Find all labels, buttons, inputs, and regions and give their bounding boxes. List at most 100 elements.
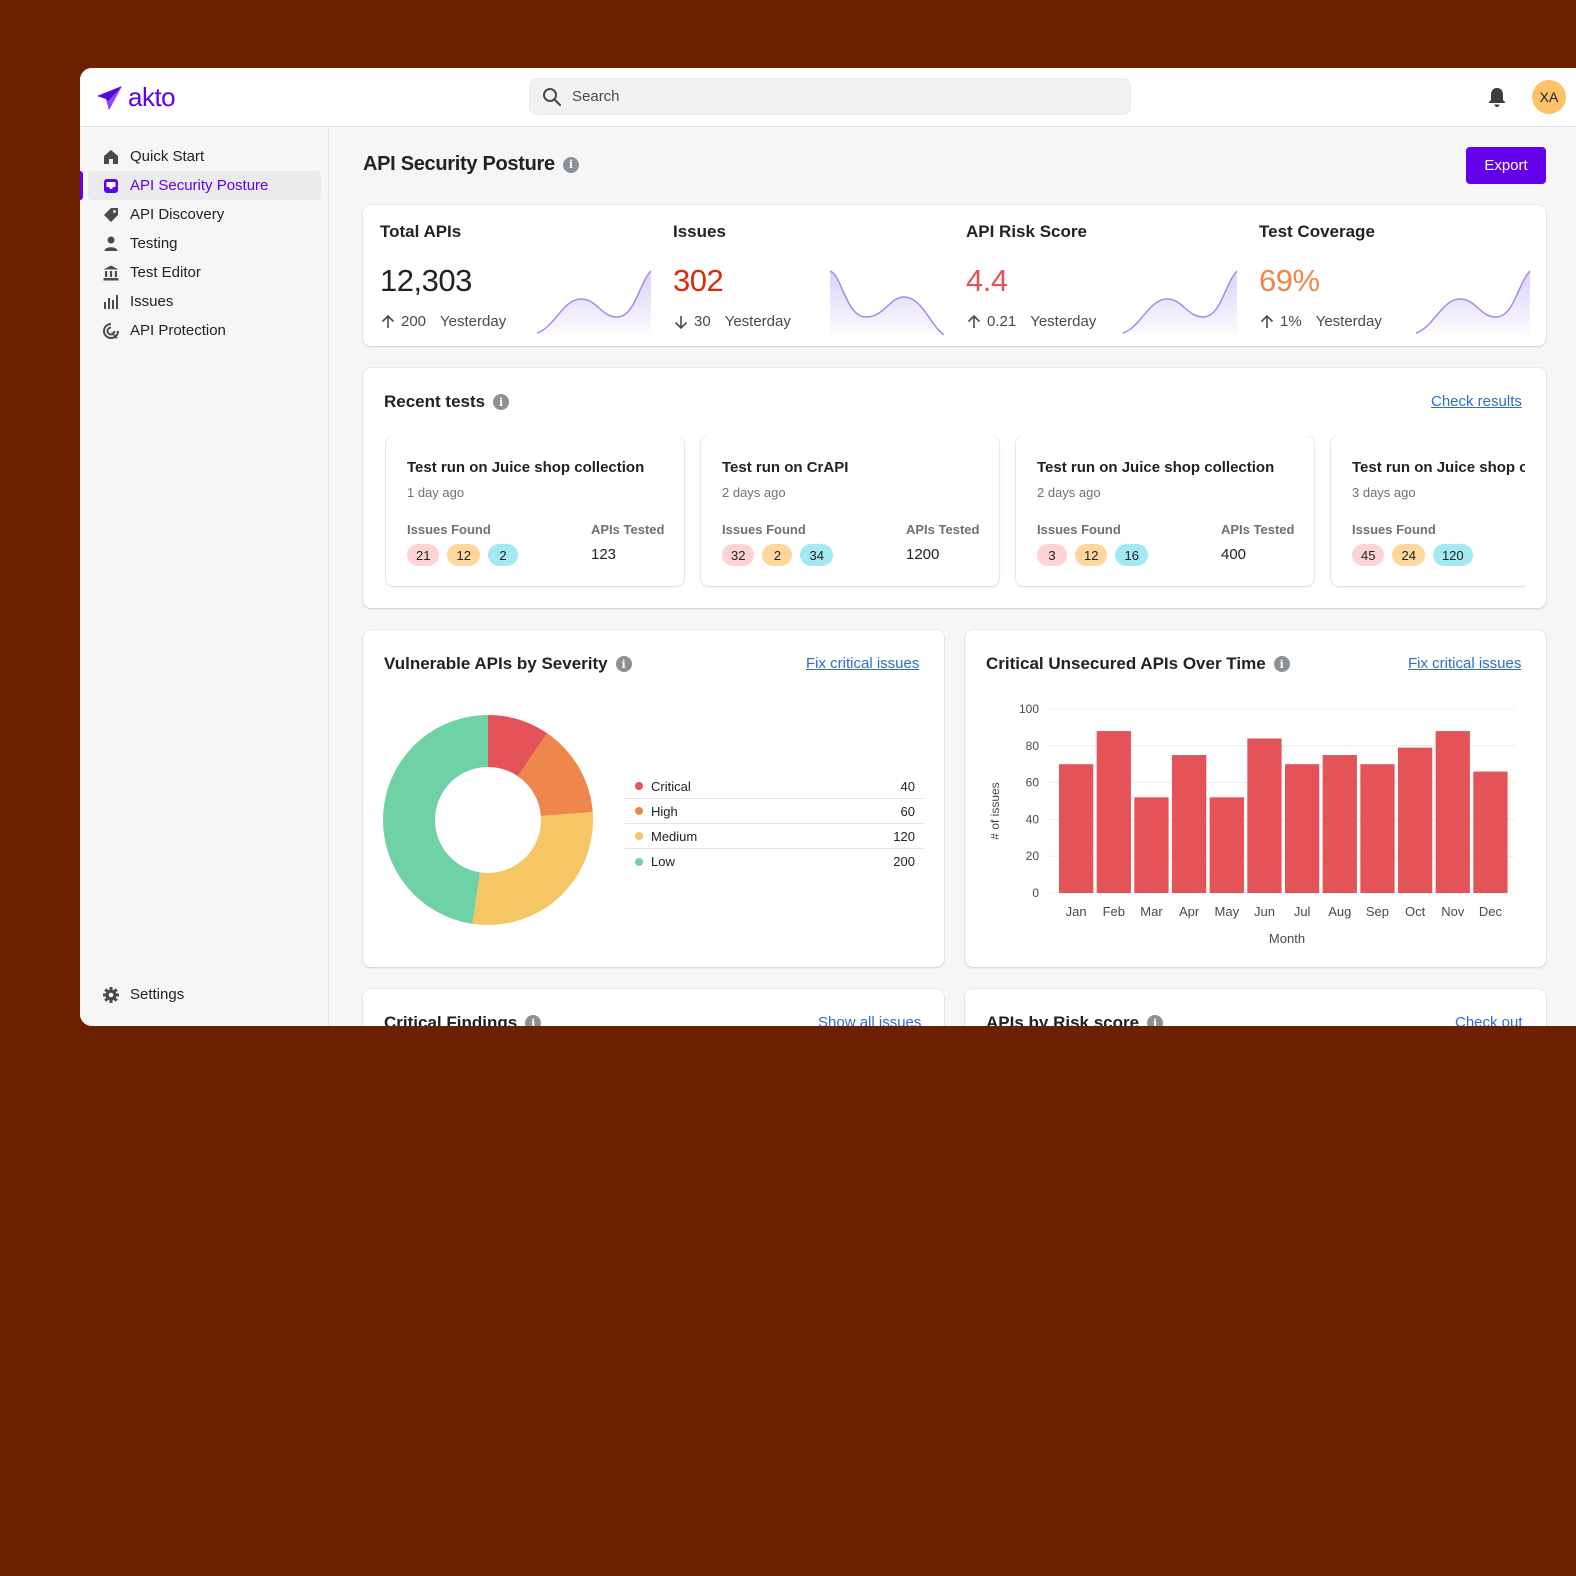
search-input[interactable] xyxy=(572,88,1112,105)
bar-dec[interactable] xyxy=(1473,771,1508,893)
avatar[interactable]: XA xyxy=(1532,80,1566,114)
recent-tests-title: Recent tests i xyxy=(384,392,510,412)
info-icon[interactable]: i xyxy=(525,1015,542,1026)
test-run-card[interactable]: Test run on Juice shop collection 1 day … xyxy=(386,436,684,586)
test-run-time: 3 days ago xyxy=(1352,485,1416,500)
x-tick-label: Jun xyxy=(1254,904,1275,919)
test-run-card[interactable]: Test run on CrAPI 2 days ago Issues Foun… xyxy=(701,436,999,586)
sidebar-item-label: Settings xyxy=(130,986,185,1003)
donut-slice-critical[interactable] xyxy=(488,715,548,777)
critical-badge: 21 xyxy=(407,544,440,566)
metric-title: Test Coverage xyxy=(1259,222,1375,241)
card-title-text: Vulnerable APIs by Severity xyxy=(384,654,608,673)
sidebar-item-settings[interactable]: Settings xyxy=(88,980,321,1009)
medium-badge: 120 xyxy=(1432,544,1473,566)
bar-nov[interactable] xyxy=(1435,731,1470,893)
legend-row-critical: Critical 40 xyxy=(625,774,923,799)
legend-row-low: Low 200 xyxy=(625,849,923,874)
critical-findings-card: Critical Findings i Show all issues xyxy=(363,989,944,1026)
legend-label: Low xyxy=(651,854,675,869)
x-tick-label: Sep xyxy=(1366,904,1389,919)
search-icon xyxy=(543,87,562,106)
medium-badge: 34 xyxy=(800,544,833,566)
fix-critical-issues-link[interactable]: Fix critical issues xyxy=(1408,655,1522,672)
fix-critical-issues-link[interactable]: Fix critical issues xyxy=(806,655,920,672)
sidebar-item-label: Quick Start xyxy=(130,148,205,165)
legend-row-medium: Medium 120 xyxy=(625,824,923,849)
x-tick-label: Nov xyxy=(1441,904,1465,919)
sidebar-item-label: API Protection xyxy=(130,322,226,339)
donut-slice-high[interactable] xyxy=(517,733,593,817)
bar-aug[interactable] xyxy=(1322,755,1357,893)
metric-delta-value: 200 xyxy=(401,313,427,330)
legend-value: 200 xyxy=(893,854,915,869)
metric-delta: 1% Yesterday xyxy=(1259,313,1382,330)
bar-jun[interactable] xyxy=(1247,738,1282,893)
logo-text: akto xyxy=(128,82,176,112)
trend-card: Critical Unsecured APIs Over Time i Fix … xyxy=(965,630,1546,967)
page-title-text: API Security Posture xyxy=(363,153,555,175)
bar-jul[interactable] xyxy=(1285,764,1320,893)
y-tick-label: 100 xyxy=(1019,702,1039,716)
x-tick-label: Mar xyxy=(1140,904,1163,919)
sidebar-item-testing[interactable]: Testing xyxy=(88,229,321,258)
y-axis-label: # of issues xyxy=(988,782,1002,839)
x-tick-label: Feb xyxy=(1103,904,1125,919)
info-icon[interactable]: i xyxy=(1147,1015,1164,1026)
notification-button[interactable] xyxy=(1486,86,1508,113)
info-icon[interactable]: i xyxy=(615,656,632,672)
donut-slice-medium[interactable] xyxy=(472,812,593,925)
severity-badges: 32 2 34 xyxy=(722,544,833,566)
donut-slice-low[interactable] xyxy=(383,715,488,924)
critical-badge: 45 xyxy=(1352,544,1385,566)
critical-badge: 3 xyxy=(1037,544,1067,566)
arrow-up-icon xyxy=(967,314,981,328)
info-icon[interactable]: i xyxy=(493,394,510,410)
info-icon[interactable]: i xyxy=(1273,656,1290,672)
bar-sep[interactable] xyxy=(1360,764,1395,893)
metric-title: Issues xyxy=(673,222,726,241)
x-tick-label: Apr xyxy=(1179,904,1200,919)
show-all-issues-link[interactable]: Show all issues xyxy=(818,1014,922,1026)
info-icon[interactable]: i xyxy=(562,156,579,173)
card-title-text: Recent tests xyxy=(384,392,486,411)
sidebar-item-quick-start[interactable]: Quick Start xyxy=(88,142,321,171)
legend-dot xyxy=(635,857,643,866)
issues-found-label: Issues Found xyxy=(1037,522,1121,537)
test-run-card[interactable]: Test run on Juice shop collection 2 days… xyxy=(1016,436,1314,586)
bar-feb[interactable] xyxy=(1096,731,1131,893)
bar-may[interactable] xyxy=(1209,797,1244,893)
sidebar-item-api-security-posture[interactable]: API Security Posture xyxy=(80,171,321,200)
paper-plane-icon xyxy=(97,85,122,110)
bar-jan[interactable] xyxy=(1059,764,1094,893)
y-tick-label: 60 xyxy=(1026,776,1040,790)
bar-apr[interactable] xyxy=(1172,755,1207,893)
apis-tested-label: APIs Tested xyxy=(1221,522,1295,537)
bar-oct[interactable] xyxy=(1398,747,1433,893)
export-button[interactable]: Export xyxy=(1466,147,1546,184)
x-tick-label: Oct xyxy=(1405,904,1426,919)
sidebar-item-label: API Security Posture xyxy=(130,177,269,194)
main-content: API Security Posture i Export Total APIs… xyxy=(330,127,1576,1026)
bar-mar[interactable] xyxy=(1134,797,1169,893)
test-run-card[interactable]: Test run on Juice shop collection 3 days… xyxy=(1331,436,1525,586)
check-results-link[interactable]: Check results xyxy=(1431,393,1522,410)
sidebar-item-issues[interactable]: Issues xyxy=(88,287,321,316)
test-run-title: Test run on Juice shop collection xyxy=(407,459,645,476)
y-tick-label: 20 xyxy=(1026,849,1040,863)
severity-legend: Critical 40 High 60 Medium 120 Low 200 xyxy=(625,774,923,874)
high-badge: 2 xyxy=(762,544,793,566)
severity-card: Vulnerable APIs by Severity i Fix critic… xyxy=(363,630,944,967)
sidebar-item-api-protection[interactable]: API Protection xyxy=(88,316,321,345)
search-bar[interactable] xyxy=(529,78,1131,115)
apis-tested-value: 123 xyxy=(591,546,617,563)
home-icon xyxy=(102,148,120,166)
check-out-link[interactable]: Check out xyxy=(1455,1014,1523,1026)
sidebar-item-test-editor[interactable]: Test Editor xyxy=(88,258,321,287)
sidebar-item-api-discovery[interactable]: API Discovery xyxy=(88,200,321,229)
y-tick-label: 0 xyxy=(1032,886,1039,900)
apis-tested-value: 1200 xyxy=(906,546,940,563)
metric-period: Yesterday xyxy=(440,313,507,330)
legend-value: 40 xyxy=(900,778,915,794)
akto-logo[interactable]: akto xyxy=(96,82,176,113)
